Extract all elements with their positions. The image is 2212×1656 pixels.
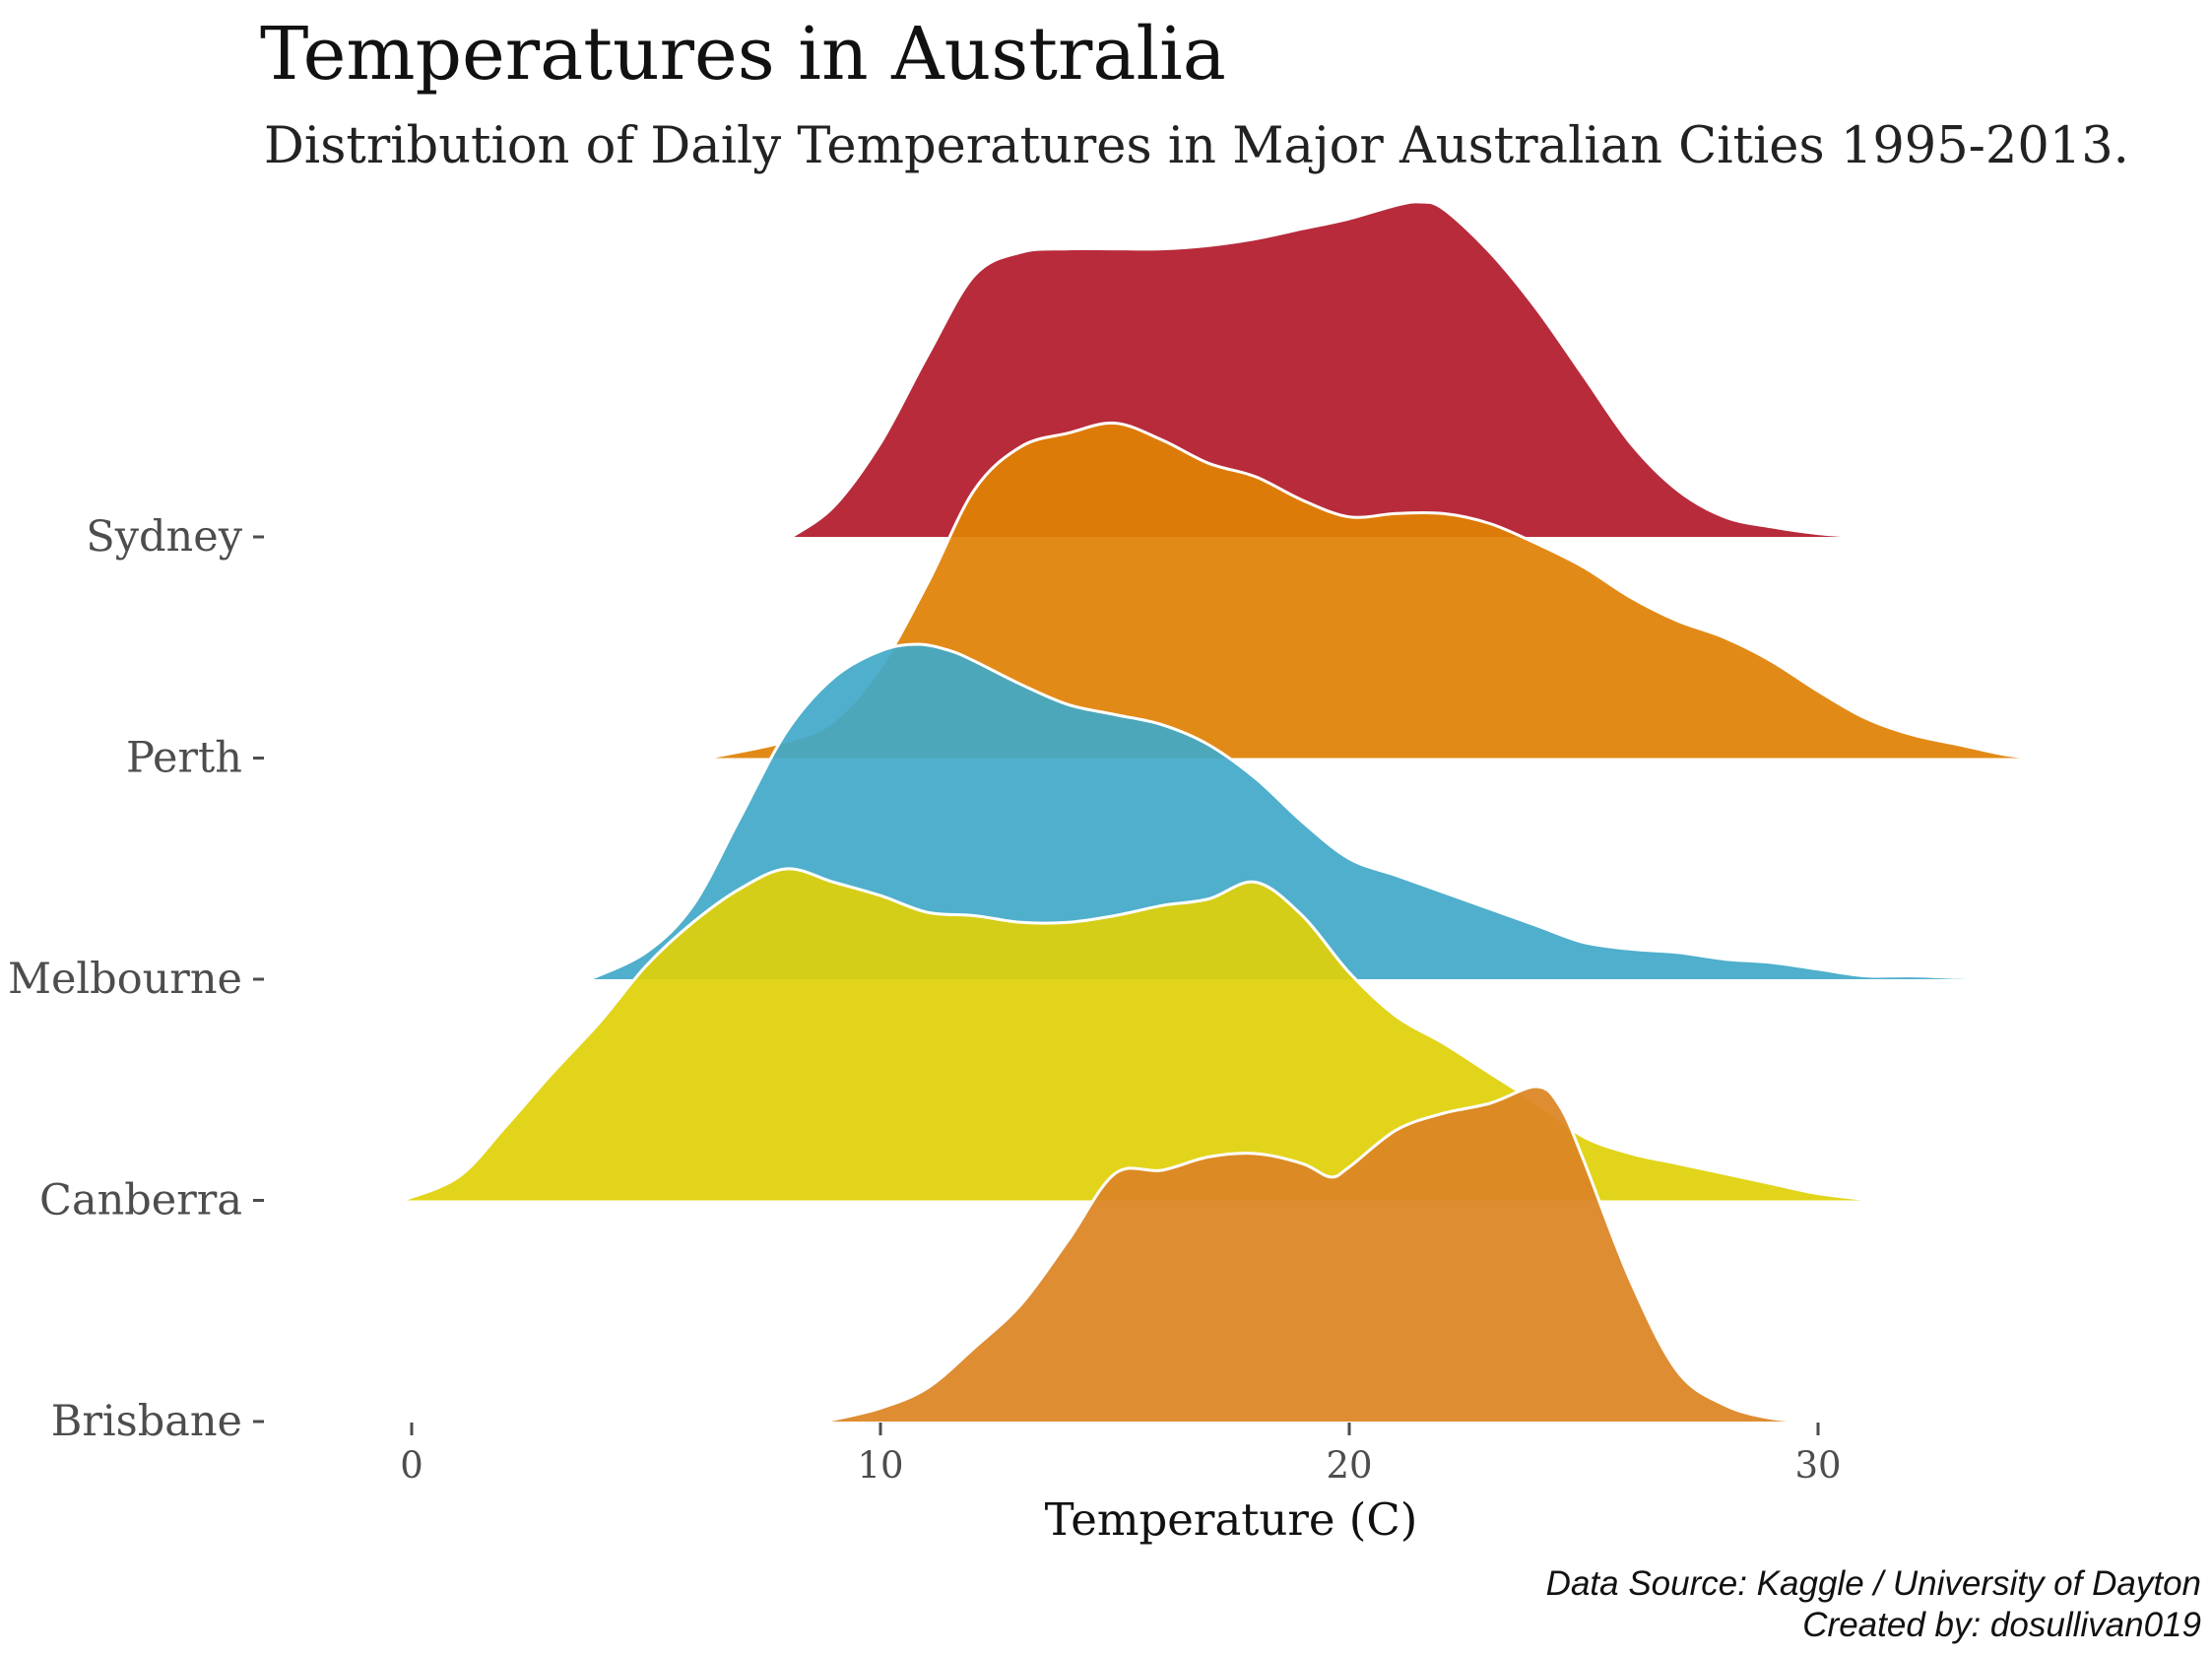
x-tick-label-10: 10 — [857, 1444, 903, 1487]
chart-title: Temperatures in Australia — [260, 12, 1226, 97]
y-tick-label-canberra: Canberra — [39, 1176, 242, 1225]
x-axis-label: Temperature (C) — [1045, 1493, 1418, 1546]
ridge-outline-canberra — [401, 867, 1875, 1202]
y-tick-label-melbourne: Melbourne — [8, 955, 242, 1004]
chart-subtitle: Distribution of Daily Temperatures in Ma… — [264, 117, 2129, 175]
y-tick-label-brisbane: Brisbane — [51, 1397, 242, 1446]
x-tick-label-0: 0 — [400, 1444, 423, 1487]
x-tick-label-30: 30 — [1794, 1444, 1841, 1487]
ridge-area-perth — [706, 423, 2039, 759]
ridge-melbourne — [589, 642, 2030, 981]
y-axis: Sydney Perth Melbourne Canberra Brisbane — [8, 512, 264, 1446]
ridge-perth — [706, 421, 2039, 760]
y-tick-label-perth: Perth — [126, 734, 242, 783]
x-axis: 0 10 20 30 — [400, 1423, 1842, 1487]
ridge-area-sydney — [791, 201, 1865, 537]
ridge-area-melbourne — [589, 644, 2030, 979]
ridge-outline-perth — [706, 421, 2039, 760]
ridge-brisbane — [823, 1085, 1819, 1424]
y-tick-label-sydney: Sydney — [86, 512, 242, 562]
ridge-outline-melbourne — [589, 642, 2030, 981]
ridge-area-brisbane — [823, 1086, 1818, 1422]
caption-source: Data Source: Kaggle / University of Dayt… — [1546, 1564, 2201, 1603]
ridge-canberra — [401, 867, 1875, 1202]
x-tick-label-20: 20 — [1326, 1444, 1372, 1487]
ridge-area-canberra — [402, 868, 1875, 1201]
caption-credit: Created by: dosullivan019 — [1802, 1606, 2201, 1644]
plot-area — [401, 200, 2039, 1424]
ridge-outline-sydney — [790, 200, 1865, 539]
ridge-sydney — [790, 200, 1865, 539]
ridge-outline-brisbane — [823, 1085, 1819, 1424]
